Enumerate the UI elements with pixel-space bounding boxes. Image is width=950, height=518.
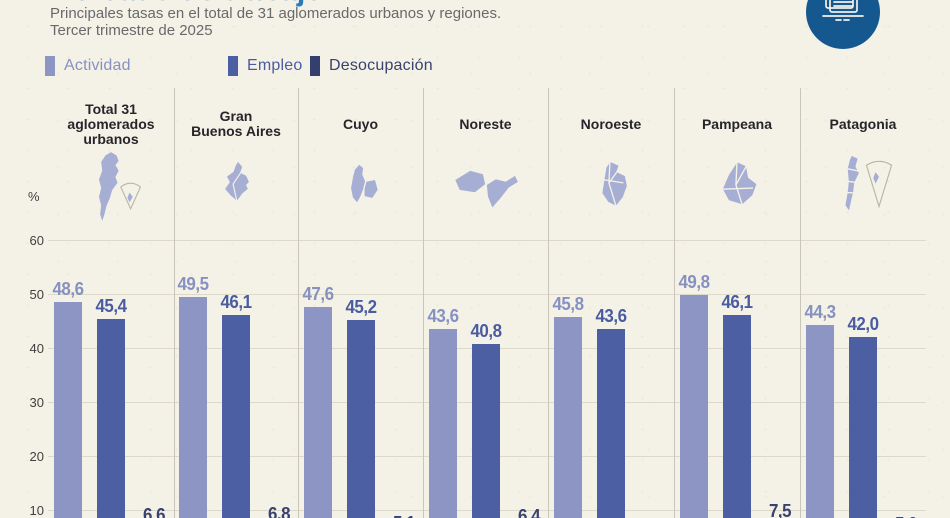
bar-value-label: 6,6 [142,505,166,518]
bar-value-label: 44,3 [804,301,836,322]
page-subtitle: Principales tasas en el total de 31 aglo… [50,5,501,39]
bar-value-label: 42,0 [847,314,879,335]
region-header-total: Total 31 aglomerados urbanos [48,100,174,148]
gridline [48,240,926,241]
region-header-line: Gran [219,108,253,124]
bar-value-label: 49,8 [678,272,710,293]
bar-value-label: 7,5 [768,500,792,518]
region-header-noroeste: Noroeste [548,100,674,148]
map-patagonia-icon [800,146,926,228]
legend-item-desocupacion: Desocupación [310,56,433,76]
map-cuyo-icon [298,146,423,228]
y-tick-label: 20 [29,449,44,464]
y-axis-unit-label: % [28,189,40,204]
region-header-patagonia: Patagonia [800,100,926,148]
bar-value-label: 46,1 [721,292,753,313]
region-header-line: Cuyo [343,115,378,132]
region-header-line: Total 31 [85,100,137,117]
bar-empleo [222,315,250,518]
map-noreste-icon [423,146,548,228]
bar-actividad [680,295,708,518]
bar-value-label: 46,1 [220,292,252,313]
bar-value-label: 43,6 [595,305,627,326]
region-header-line: Patagonia [829,115,897,132]
bar-actividad [54,301,82,518]
column-separator [298,88,299,518]
map-noroeste-icon [548,146,674,228]
page-title: Mercado de trabajo [48,0,324,8]
region-header-gba: Gran Buenos Aires [174,100,298,148]
column-separator [423,88,424,518]
bar-empleo [849,337,877,518]
region-header-line: Noreste [459,115,512,132]
subtitle-line-1: Principales tasas en el total de 31 aglo… [50,5,502,22]
bar-value-label: 5,1 [376,513,431,518]
bar-empleo [723,315,751,518]
bar-empleo [597,328,625,518]
bar-actividad [554,316,582,518]
y-tick-label: 40 [29,341,44,356]
legend-swatch-empleo [228,56,238,76]
column-separator [548,88,549,518]
y-tick-label: 60 [29,233,44,248]
region-header-noreste: Noreste [423,100,548,148]
report-icon [822,0,864,21]
bar-empleo [97,318,125,518]
legend-swatch-desocupacion [310,56,320,76]
bar-actividad [303,306,332,518]
legend-label: Actividad [64,57,131,74]
map-gba-icon [174,146,298,228]
map-pampeana-icon [674,146,800,228]
y-tick-label: 50 [29,287,44,302]
bar-value-label: 47,6 [301,283,334,304]
region-header-line: Pampeana [701,115,773,132]
bar-value-label: 45,2 [344,296,377,317]
bar-value-label: 6,4 [517,506,540,518]
gridline [48,294,926,295]
legend-label: Desocupación [329,57,433,74]
map-total-icon [48,146,174,228]
column-separator [800,88,801,518]
legend: Actividad Empleo Desocupación [0,56,950,78]
bar-value-label: 40,8 [469,320,502,341]
bar-value-label: 5,0 [879,514,934,518]
bar-value-label: 48,6 [52,278,84,299]
column-separator [674,88,675,518]
bar-value-label: 43,6 [426,305,459,326]
region-header-pampeana: Pampeana [674,100,800,148]
region-header-line: Noroeste [580,115,642,132]
legend-swatch-actividad [45,56,55,76]
bar-actividad [428,328,457,518]
legend-label: Empleo [247,57,303,74]
bar-value-label: 45,4 [95,295,127,316]
bar-value-label: 4,7 [627,516,682,518]
column-separator [174,88,175,518]
y-tick-label: 10 [29,503,44,518]
bar-actividad [179,296,207,518]
region-header-line: aglomerados [67,115,155,132]
legend-item-actividad: Actividad [45,56,131,76]
bar-value-label: 45,8 [552,293,584,314]
subtitle-line-2: Tercer trimestre de 2025 [50,22,213,39]
bar-empleo [346,319,375,518]
region-header-cuyo: Cuyo [298,100,423,148]
bar-empleo [471,343,500,518]
region-header-line: urbanos [83,130,139,147]
region-header-line: Buenos Aires [191,123,281,139]
bar-value-label: 49,5 [177,273,209,294]
y-tick-label: 30 [29,395,44,410]
legend-item-empleo: Empleo [228,56,302,76]
bar-actividad [806,324,834,518]
bar-value-label: 6,8 [267,504,291,518]
